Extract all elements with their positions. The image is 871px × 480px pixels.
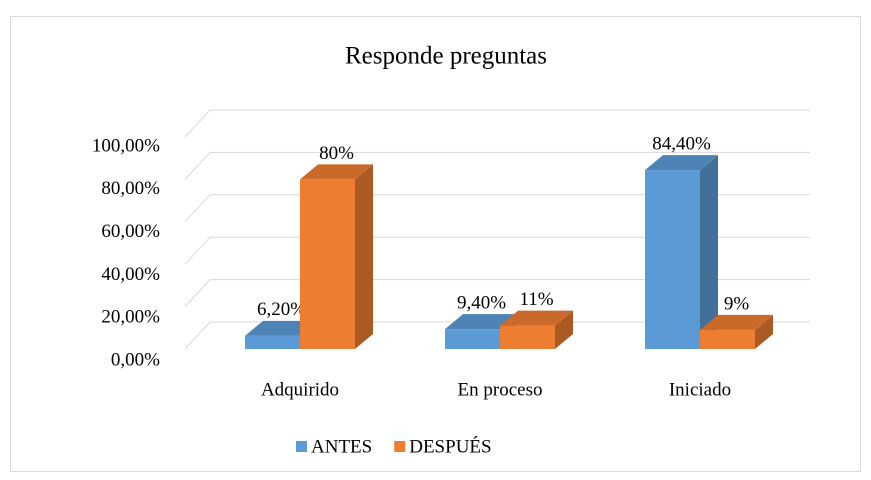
- bar-front: [245, 335, 300, 349]
- chart-border: [10, 16, 861, 472]
- y-tick-label: 40,00%: [101, 264, 160, 285]
- bar-front: [445, 329, 500, 349]
- bar-front: [500, 325, 555, 349]
- bar-top: [300, 164, 373, 180]
- y-tick-label: 0,00%: [111, 349, 160, 370]
- bar-top: [245, 320, 318, 336]
- y-tick-label: 80,00%: [101, 178, 160, 199]
- x-tick-label: En proceso: [458, 379, 543, 400]
- bar: [645, 155, 718, 349]
- grid-line: [184, 109, 810, 138]
- value-label: 11%: [519, 289, 553, 310]
- bar: [700, 314, 773, 349]
- grid-line: [184, 279, 810, 307]
- legend-label: ANTES: [311, 436, 372, 457]
- y-tick-label: 20,00%: [101, 307, 160, 328]
- x-tick-label: Iniciado: [669, 379, 731, 400]
- bar-side: [755, 314, 773, 349]
- bar-front: [645, 170, 700, 349]
- legend-label: DESPUÉS: [409, 435, 491, 457]
- legend-swatch: [394, 441, 406, 452]
- chart-title: Responde preguntas: [345, 43, 547, 70]
- bar-side: [555, 310, 573, 349]
- bar: [500, 310, 573, 349]
- value-label: 84,40%: [652, 133, 711, 154]
- bar-top: [700, 314, 773, 330]
- grid-line: [184, 194, 810, 223]
- bar-side: [355, 164, 373, 349]
- y-tick-label: 60,00%: [101, 221, 160, 242]
- bar-front: [300, 179, 355, 349]
- grid-line: [184, 236, 810, 265]
- value-label: 9,40%: [457, 292, 506, 313]
- value-label: 9%: [724, 293, 750, 314]
- bar-top: [500, 310, 573, 326]
- bar-top: [445, 314, 518, 330]
- x-tick-label: Adquirido: [261, 379, 339, 400]
- grid-line: [184, 321, 810, 350]
- value-label: 80%: [319, 143, 354, 164]
- legend-swatch: [296, 441, 307, 452]
- value-label: 6,20%: [257, 299, 306, 320]
- grid-line: [184, 151, 810, 180]
- y-tick-label: 100,00%: [92, 135, 160, 156]
- bar-front: [700, 329, 755, 349]
- bar-side: [700, 155, 718, 349]
- bar-top: [645, 155, 718, 171]
- bar: [300, 164, 373, 349]
